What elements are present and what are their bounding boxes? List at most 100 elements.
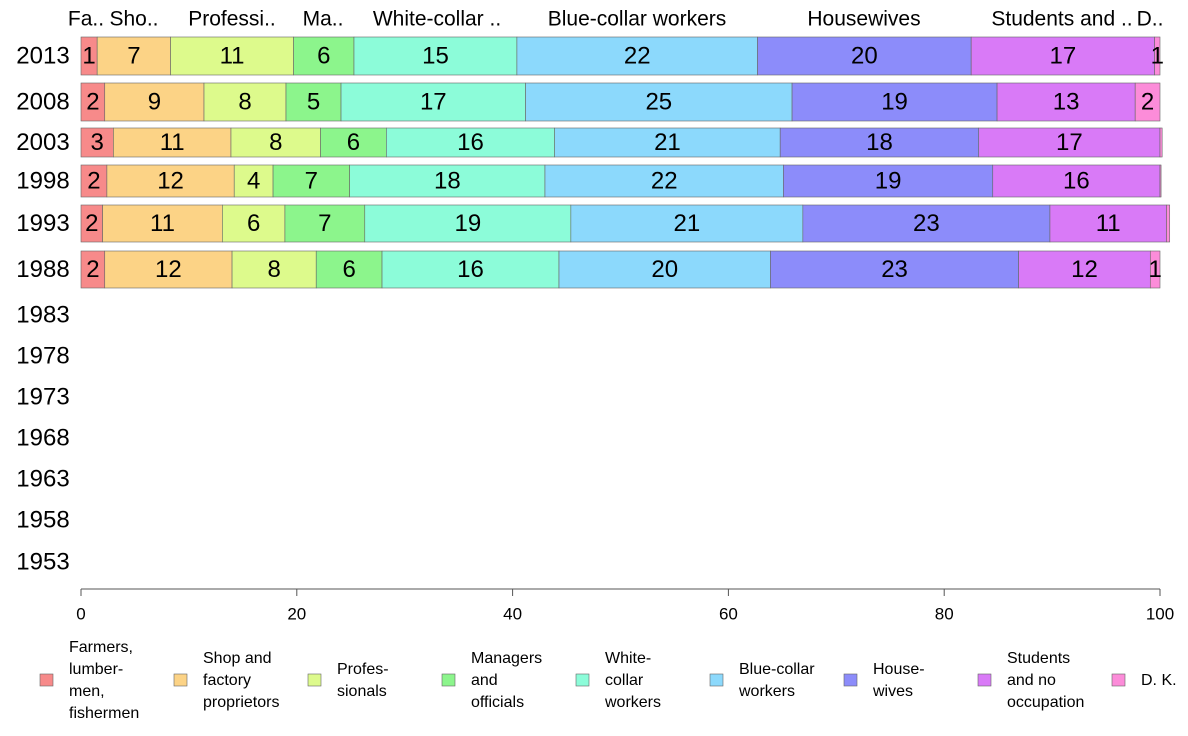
data-label-1993-managers-and-officials: 7 (318, 210, 331, 237)
data-label-2003-housewives: 18 (866, 129, 893, 156)
bar-1998-shop-and-factory-proprietors (106, 164, 235, 198)
data-label-2008-managers-and-officials: 5 (307, 89, 320, 116)
legend-label-line: Managers (471, 650, 542, 667)
data-label-1993-blue-collar-workers: 21 (674, 210, 701, 237)
bar-1998-white-collar-workers (349, 164, 546, 198)
data-label-1988-housewives: 23 (881, 256, 908, 283)
data-label-1988-managers-and-officials: 6 (342, 256, 355, 283)
data-label-2008-farmers-lumbermen-fishermen: 2 (86, 89, 99, 116)
legend-swatch-d-k (1111, 673, 1126, 687)
legend-swatch-blue-collar-workers (709, 673, 724, 687)
data-label-1998-shop-and-factory-proprietors: 12 (157, 168, 184, 195)
legend-label-line: Blue-collar (739, 661, 815, 678)
legend-swatch-students-and-no-occupation (977, 673, 992, 687)
bar-1988-d-k (1149, 250, 1161, 289)
legend-swatch-shop-and-factory-proprietors (173, 673, 188, 687)
data-label-1988-farmers-lumbermen-fishermen: 2 (86, 256, 99, 283)
legend-label-housewives: House-wives (872, 661, 925, 700)
legend-swatch-farmers-lumbermen-fishermen (39, 673, 54, 687)
x-tick-label-20: 20 (287, 605, 306, 624)
data-label-2003-students-and-no-occupation: 17 (1056, 129, 1083, 156)
legend-label-d-k: D. K. (1141, 672, 1177, 689)
top-label-students-and-no-occupation: Students and .. (991, 8, 1132, 31)
year-label-1953: 1953 (16, 549, 69, 576)
year-label-2008: 2008 (16, 89, 69, 116)
top-label-white-collar-workers: White-collar .. (373, 8, 501, 31)
x-tick-label-100: 100 (1146, 605, 1174, 624)
year-label-2013: 2013 (16, 43, 69, 70)
data-label-2013-d-k: 1 (1151, 43, 1164, 70)
data-label-2008-students-and-no-occupation: 13 (1053, 89, 1080, 116)
bar-2013-housewives (757, 36, 972, 76)
legend-label-line: and no (1007, 672, 1056, 689)
bar-2008-professionals (203, 82, 287, 122)
top-label-professionals: Professi.. (188, 8, 276, 31)
data-label-2003-shop-and-factory-proprietors: 11 (160, 129, 185, 156)
bar-2013-white-collar-workers (353, 36, 518, 76)
bar-2013-managers-and-officials (293, 36, 355, 76)
legend-label-blue-collar-workers: Blue-collar workers (738, 661, 815, 700)
data-label-2013-blue-collar-workers: 22 (624, 43, 651, 70)
data-label-2003-farmers-lumbermen-fishermen: 3 (91, 129, 104, 156)
data-label-2008-white-collar-workers: 17 (420, 89, 447, 116)
bar-2013-blue-collar-workers (516, 36, 758, 76)
data-label-1998-professionals: 4 (247, 168, 260, 195)
bar-2008-d-k (1134, 82, 1161, 122)
bar-2003-shop-and-factory-proprietors (113, 127, 232, 158)
data-label-2003-managers-and-officials: 6 (347, 129, 360, 156)
legend-label-line: fishermen (69, 705, 139, 722)
data-label-1998-farmers-lumbermen-fishermen: 2 (87, 168, 100, 195)
year-label-1993: 1993 (16, 210, 69, 237)
bar-2013-students-and-no-occupation (970, 36, 1155, 76)
bar-1998-managers-and-officials (272, 164, 350, 198)
year-label-1978: 1978 (16, 343, 69, 370)
top-label-housewives: Housewives (807, 8, 920, 31)
bar-1993-d-k (1166, 204, 1171, 243)
data-label-1998-blue-collar-workers: 22 (651, 168, 678, 195)
data-label-1998-managers-and-officials: 7 (305, 168, 318, 195)
bar-2003-d-k (1159, 127, 1163, 158)
bar-1993-students-and-no-occupation (1049, 204, 1167, 243)
legend-label-students-and-no-occupation: Students and no occupation (1007, 650, 1084, 711)
year-axis-labels: 2013 2008 2003 1998 1993 1988 1983 1978 1973 1968… (16, 43, 69, 576)
bar-1988-students-and-no-occupation (1018, 250, 1151, 289)
legend-label-white-collar-workers: White-collar workers (604, 650, 661, 711)
legend-swatch-managers-and-officials (441, 673, 456, 687)
bar-1998-d-k (1159, 164, 1162, 198)
data-label-2013-farmers-lumbermen-fishermen: 1 (82, 43, 95, 70)
data-label-2003-white-collar-workers: 16 (457, 129, 484, 156)
data-label-2008-professionals: 8 (238, 89, 251, 116)
bar-2008-housewives (791, 82, 998, 122)
legend-label-line: men, (69, 683, 105, 700)
bar-2008-shop-and-factory-proprietors (104, 82, 205, 122)
data-label-2013-students-and-no-occupation: 17 (1050, 43, 1077, 70)
data-label-2008-d-k: 2 (1141, 89, 1154, 116)
bar-2013-d-k (1154, 36, 1161, 76)
year-label-1998: 1998 (16, 168, 69, 195)
legend-label-line: lumber- (69, 661, 123, 678)
data-label-1993-farmers-lumbermen-fishermen: 2 (85, 210, 98, 237)
legend-label-line: proprietors (203, 694, 279, 711)
legend-label-line: Shop and (203, 650, 272, 667)
year-label-1983: 1983 (16, 302, 69, 329)
top-label-farmers-lumbermen-fishermen: Fa.. (68, 8, 104, 31)
bar-2003-blue-collar-workers (554, 127, 781, 158)
legend-label-professionals: Profes-sionals (337, 661, 389, 700)
top-label-managers-and-officials: Ma.. (303, 8, 344, 31)
data-label-1998-housewives: 19 (875, 168, 902, 195)
legend-label-line: White- (605, 650, 651, 667)
bar-2008-students-and-no-occupation (996, 82, 1136, 122)
data-label-2008-blue-collar-workers: 25 (645, 89, 672, 116)
legend-swatch-housewives (843, 673, 858, 687)
bar-2003-professionals (230, 127, 321, 158)
legend-label-line: wives (872, 683, 913, 700)
data-label-1988-d-k: 1 (1148, 256, 1161, 283)
bar-2013-shop-and-factory-proprietors (96, 36, 171, 76)
legend-label-farmers-lumbermen-fishermen: Farmers, lumber-men, fishermen (69, 639, 139, 722)
bar-2003-students-and-no-occupation (978, 127, 1161, 158)
data-label-1993-professionals: 6 (247, 210, 260, 237)
x-tick-label-40: 40 (503, 605, 522, 624)
data-label-1993-students-and-no-occupation: 11 (1096, 210, 1121, 237)
bars: 1 7 11 6 15 22 20 17 12 9 8 5 17 25 19 13 23 11 8 6 16 21 18 17… (80, 36, 1171, 289)
data-label-1993-shop-and-factory-proprietors: 11 (150, 210, 175, 237)
